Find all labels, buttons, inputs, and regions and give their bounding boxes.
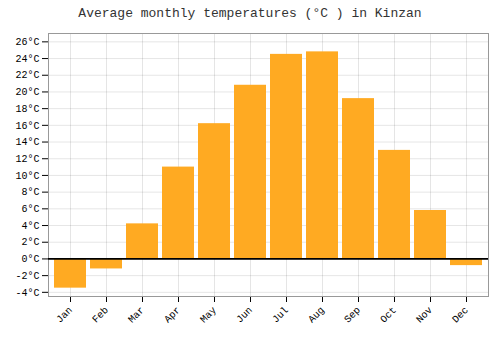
- svg-text:8°C: 8°C: [21, 187, 39, 198]
- svg-text:16°C: 16°C: [15, 121, 39, 132]
- svg-text:14°C: 14°C: [15, 137, 39, 148]
- svg-text:Mar: Mar: [126, 305, 147, 326]
- html-text:Average monthly temperatures (: Average monthly temperatures (°C ) in Ki…: [78, 6, 422, 21]
- svg-text:26°C: 26°C: [15, 37, 39, 48]
- svg-text:-2°C: -2°C: [15, 271, 39, 282]
- svg-text:Aug: Aug: [306, 305, 327, 326]
- svg-text:Dec: Dec: [450, 305, 471, 326]
- svg-text:Jun: Jun: [234, 305, 255, 326]
- svg-text:22°C: 22°C: [15, 70, 39, 81]
- svg-text:-4°C: -4°C: [15, 288, 39, 299]
- svg-text:2°C: 2°C: [21, 237, 39, 248]
- svg-text:4°C: 4°C: [21, 221, 39, 232]
- svg-text:24°C: 24°C: [15, 54, 39, 65]
- svg-text:18°C: 18°C: [15, 104, 39, 115]
- svg-text:10°C: 10°C: [15, 171, 39, 182]
- svg-text:Apr: Apr: [162, 305, 183, 326]
- svg-text:0°C: 0°C: [21, 254, 39, 265]
- svg-text:Nov: Nov: [414, 305, 435, 326]
- svg-text:May: May: [198, 305, 219, 326]
- svg-text:Sep: Sep: [342, 305, 363, 326]
- svg-text:Jan: Jan: [54, 305, 75, 326]
- svg-text:Oct: Oct: [378, 305, 399, 326]
- svg-text:12°C: 12°C: [15, 154, 39, 165]
- svg-text:20°C: 20°C: [15, 87, 39, 98]
- svg-text:Jul: Jul: [270, 305, 291, 326]
- svg-text:Feb: Feb: [90, 305, 111, 326]
- svg-text:6°C: 6°C: [21, 204, 39, 215]
